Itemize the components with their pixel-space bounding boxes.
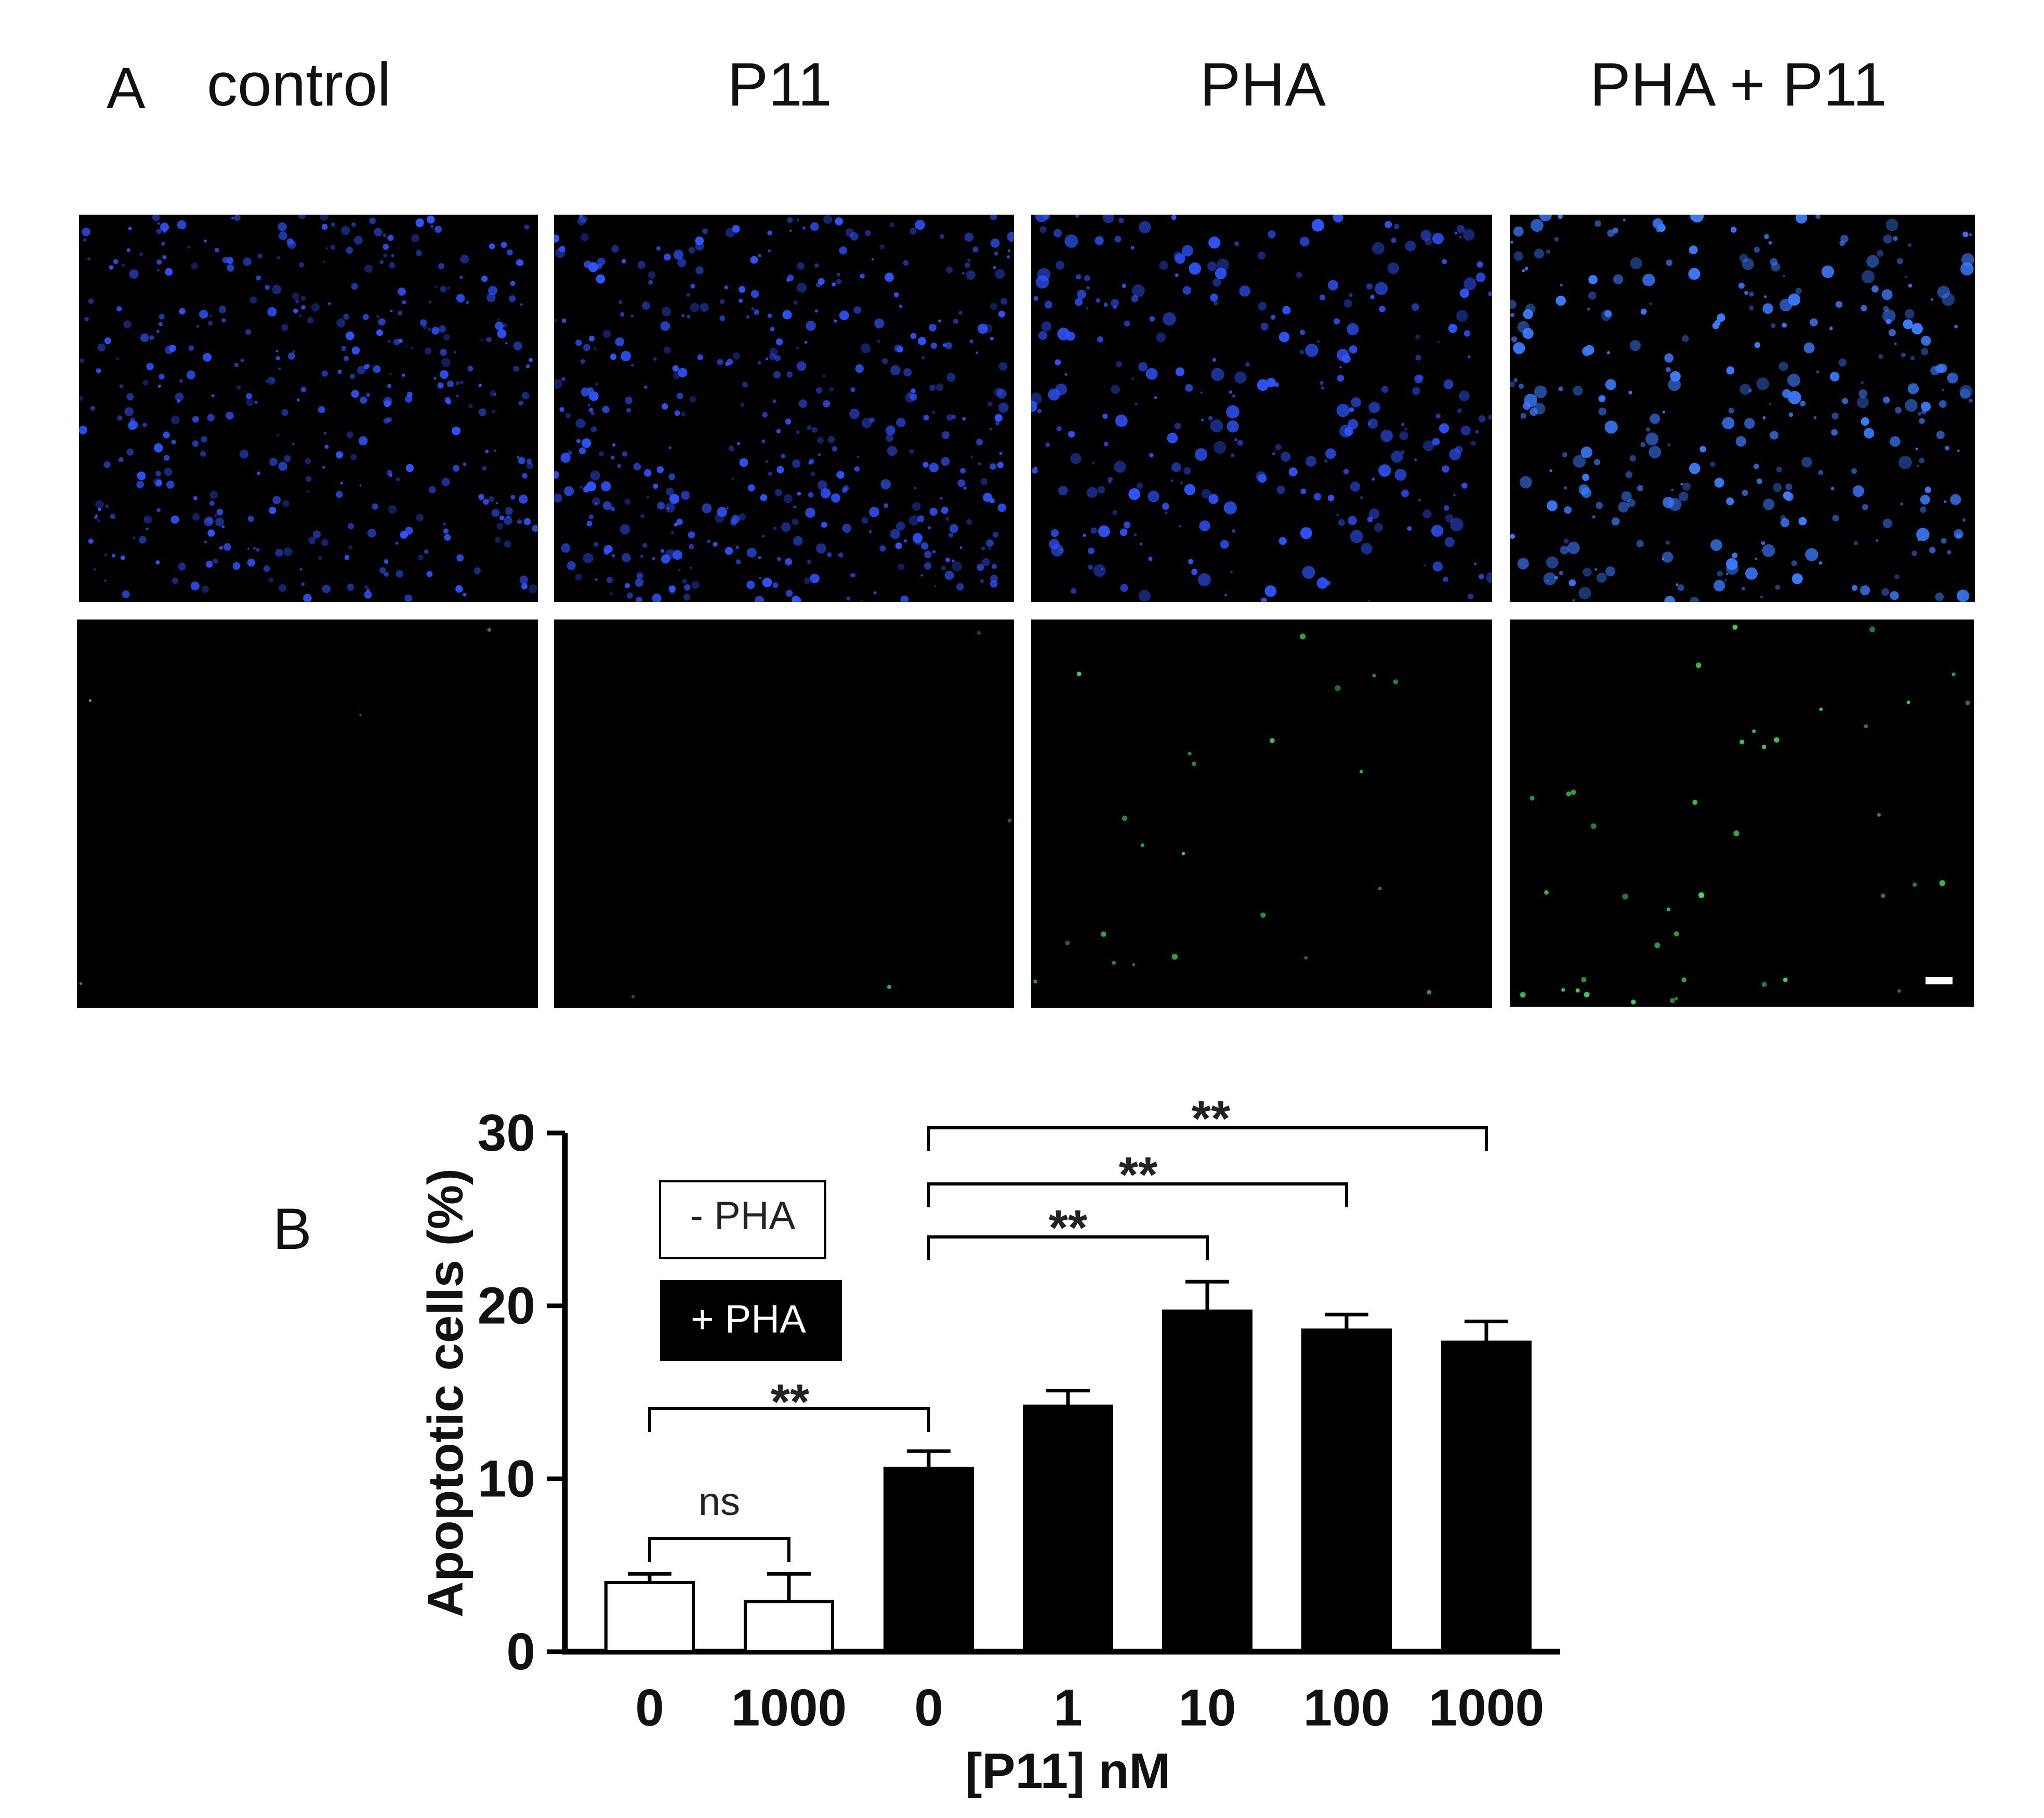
x-axis-title: [P11] nM	[966, 1743, 1171, 1799]
legend: - PHA + PHA	[659, 1180, 842, 1361]
micrograph-control-blue-cells	[79, 215, 538, 602]
bar-5	[1301, 1328, 1392, 1653]
bar-0	[604, 1580, 695, 1654]
significance-label-3: **	[1119, 1147, 1158, 1203]
x-tick-label-3: 1	[1053, 1679, 1083, 1737]
significance-bracket-2	[927, 1235, 1209, 1260]
panel-a-letter: A	[107, 56, 146, 121]
scale-bar	[1926, 977, 1953, 984]
micrograph-p11-green	[554, 620, 1014, 1008]
x-tick-label-6: 1000	[1429, 1679, 1544, 1737]
x-tick-label-5: 100	[1303, 1679, 1390, 1737]
micrograph-pha-green	[1031, 620, 1492, 1008]
significance-brackets: ns ** ** ** **	[648, 1091, 1488, 1562]
column-label-pha-p11: PHA + P11	[1590, 50, 1887, 119]
micrograph-p11-green-cells	[631, 631, 1012, 998]
y-tick-label: 0	[506, 1623, 535, 1681]
significance-bracket-0	[648, 1537, 790, 1562]
y-ticks: 0 10 20 30	[478, 1104, 565, 1681]
legend-plus-pha-box	[660, 1280, 842, 1361]
x-ticks: 0 1000 0 1 10 100 1000	[635, 1679, 1544, 1737]
micrograph-pha-p11-blue	[1510, 215, 1975, 602]
significance-bracket-4	[927, 1126, 1488, 1151]
legend-minus-pha-box	[659, 1180, 826, 1259]
significance-bracket-1	[648, 1407, 930, 1432]
micrograph-pha-p11-blue-cells	[1510, 215, 1974, 602]
significance-label-4: **	[1192, 1091, 1231, 1147]
micrograph-control-blue	[79, 215, 538, 602]
y-tick-label: 10	[478, 1450, 535, 1508]
significance-label-0: ns	[698, 1480, 740, 1524]
apoptosis-bar-chart: 0 10 20 30 ns ** ** ** ** 0 1000 0 1 10 100 1000 - PH…	[418, 1091, 1560, 1799]
legend-minus-pha-label: - PHA	[690, 1194, 796, 1238]
bar-3	[1023, 1404, 1113, 1653]
micrograph-pha-p11-green-cells	[1520, 624, 1970, 1005]
x-tick-label-4: 10	[1178, 1679, 1236, 1737]
micrograph-pha-green-cells	[1033, 634, 1432, 995]
column-label-control: control	[207, 50, 391, 119]
significance-bracket-3	[927, 1182, 1348, 1207]
significance-label-1: **	[771, 1374, 810, 1430]
column-label-pha: PHA	[1199, 50, 1326, 119]
bars	[604, 1309, 1532, 1654]
significance-label-2: **	[1049, 1200, 1088, 1256]
x-tick-label-1: 1000	[731, 1679, 847, 1737]
panel-b-letter: B	[273, 1196, 312, 1261]
micrograph-pha-blue-cells	[1031, 215, 1492, 602]
y-axis-title: Apoptotic cells (%)	[418, 1168, 473, 1617]
micrograph-p11-blue-cells	[554, 215, 1014, 602]
x-tick-label-0: 0	[635, 1679, 664, 1737]
x-tick-label-2: 0	[914, 1679, 943, 1737]
y-tick-label: 20	[478, 1277, 535, 1335]
micrograph-control-green	[77, 620, 538, 1008]
micrograph-p11-blue	[554, 215, 1014, 602]
error-bars	[628, 1280, 1508, 1602]
bar-6	[1441, 1340, 1532, 1653]
y-tick-label: 30	[478, 1104, 535, 1162]
bar-2	[883, 1467, 974, 1653]
column-label-p11: P11	[727, 50, 832, 119]
micrograph-pha-blue	[1031, 215, 1492, 602]
legend-plus-pha-label: + PHA	[691, 1297, 806, 1341]
bar-4	[1162, 1309, 1252, 1654]
micrograph-control-green-cells	[80, 628, 491, 985]
micrograph-pha-p11-green	[1510, 620, 1974, 1007]
bar-1	[744, 1600, 834, 1653]
